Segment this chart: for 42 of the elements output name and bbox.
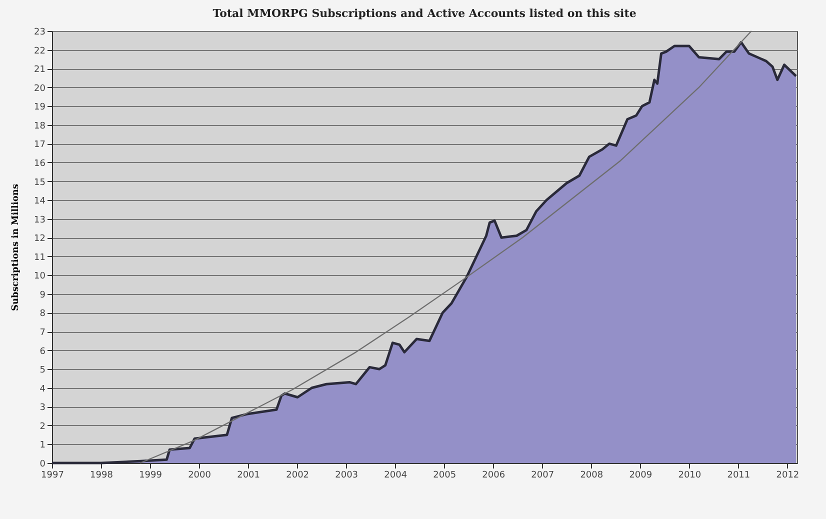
y-tick-label: 8 <box>40 309 46 320</box>
x-tick-label: 1998 <box>90 470 114 480</box>
x-tick-label: 2001 <box>237 470 260 480</box>
y-tick-label: 4 <box>40 384 46 394</box>
y-tick-label: 14 <box>34 196 46 207</box>
x-tick-label: 1997 <box>41 470 64 480</box>
x-tick-label: 2010 <box>678 470 702 480</box>
y-tick-label: 2 <box>40 422 46 432</box>
y-tick-label: 0 <box>40 460 46 470</box>
y-tick-label: 23 <box>34 28 46 38</box>
x-tick-label: 2008 <box>580 470 604 480</box>
x-tick-label: 2004 <box>384 470 408 480</box>
y-tick-label: 3 <box>40 403 46 414</box>
y-tick-label: 21 <box>34 65 46 76</box>
x-tick-label: 2000 <box>188 470 212 480</box>
y-tick-label: 5 <box>40 366 46 376</box>
y-tick-label: 12 <box>34 234 46 244</box>
y-axis-title: Subscriptions in Millions <box>11 184 22 312</box>
x-tick-label: 2011 <box>727 470 750 480</box>
x-tick-label: 2007 <box>531 470 554 480</box>
x-tick-label: 2012 <box>776 470 800 480</box>
y-tick-label: 9 <box>40 290 46 300</box>
y-tick-label: 7 <box>40 328 46 338</box>
chart-title: Total MMORPG Subscriptions and Active Accounts listed on this site <box>212 7 636 20</box>
y-tick-label: 16 <box>34 158 46 169</box>
y-tick-label: 19 <box>34 102 46 113</box>
x-tick-label: 2005 <box>433 470 456 480</box>
y-tick-label: 17 <box>34 140 46 150</box>
x-tick-label: 1999 <box>139 470 162 480</box>
y-tick-label: 11 <box>34 252 46 263</box>
y-tick-label: 1 <box>40 440 46 451</box>
x-tick-label: 2003 <box>335 470 358 480</box>
x-tick-label: 2009 <box>629 470 652 480</box>
y-tick-label: 20 <box>34 84 46 94</box>
y-tick-label: 13 <box>34 215 46 226</box>
x-tick-label: 2006 <box>482 470 506 480</box>
y-tick-label: 15 <box>34 178 46 188</box>
y-tick-label: 18 <box>34 121 46 132</box>
y-tick-label: 10 <box>34 272 46 282</box>
y-tick-label: 22 <box>34 46 46 56</box>
x-tick-label: 2002 <box>286 470 310 480</box>
y-tick-label: 6 <box>40 346 46 357</box>
